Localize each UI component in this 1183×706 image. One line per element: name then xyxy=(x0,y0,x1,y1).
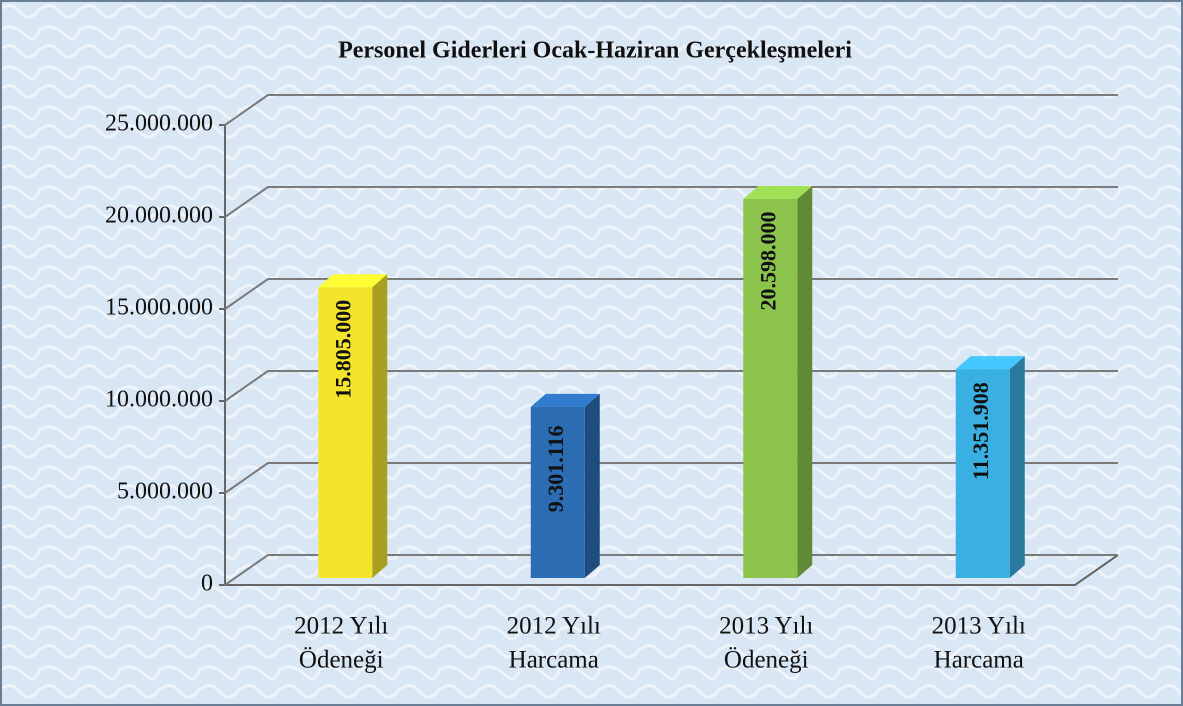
y-tick-label: 20.000.000 xyxy=(105,203,213,229)
y-tick-label: 15.000.000 xyxy=(105,295,213,321)
grid-line xyxy=(224,186,1118,218)
value-label: 20.598.000 xyxy=(755,211,780,310)
x-tick-label: Ödeneği xyxy=(299,647,384,674)
grid-line xyxy=(224,278,1118,310)
grid-line xyxy=(224,370,1118,402)
grid-line xyxy=(224,94,1118,126)
x-tick-label: 2012 Yılı xyxy=(507,613,601,640)
bar-top xyxy=(318,274,388,288)
y-tick-label: 25.000.000 xyxy=(105,111,213,137)
bar-top xyxy=(955,356,1025,370)
bar xyxy=(743,198,798,578)
x-tick-label: Ödeneği xyxy=(724,647,809,674)
bar-side xyxy=(584,393,600,578)
grid-line xyxy=(224,462,1118,494)
x-tick-label: 2013 Yılı xyxy=(932,613,1026,640)
y-tick-label: 0 xyxy=(201,571,213,597)
y-tick-label: 10.000.000 xyxy=(105,387,213,413)
value-label: 15.805.000 xyxy=(330,300,355,399)
value-label: 11.351.908 xyxy=(968,382,993,480)
bar-side xyxy=(1009,356,1025,578)
floor xyxy=(225,554,1119,586)
bar-top xyxy=(743,185,813,199)
bar xyxy=(530,406,585,578)
x-tick-label: Harcama xyxy=(934,647,1024,674)
bar-side xyxy=(797,185,813,578)
chart-title: Personel Giderleri Ocak-Haziran Gerçekle… xyxy=(338,38,852,64)
bar-top xyxy=(530,393,600,407)
bar xyxy=(955,369,1010,578)
bar-side xyxy=(372,274,388,578)
value-label: 9.301.116 xyxy=(543,425,568,512)
x-tick-label: 2013 Yılı xyxy=(719,613,813,640)
y-tick-label: 5.000.000 xyxy=(117,479,213,505)
grid-line xyxy=(224,554,1118,586)
x-tick-label: 2012 Yılı xyxy=(294,613,388,640)
x-tick-label: Harcama xyxy=(509,647,599,674)
bar xyxy=(318,287,373,578)
